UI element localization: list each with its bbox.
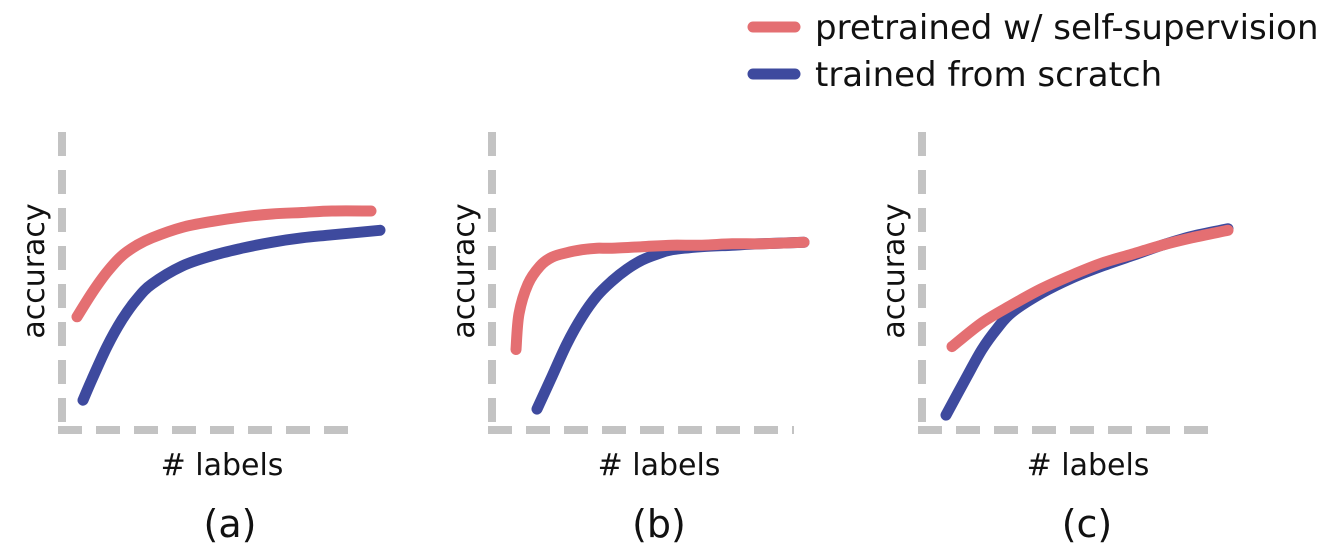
x-axis-label: # labels [598, 448, 721, 483]
legend-label-pretrained: pretrained w/ self-supervision [815, 8, 1319, 48]
y-axis-label: accuracy [877, 203, 912, 338]
y-axis-label: accuracy [17, 203, 52, 338]
x-axis-label: # labels [161, 448, 284, 483]
series-line-pretrained [946, 224, 1234, 353]
panel-b: accuracy # labels (b) [447, 132, 810, 546]
legend-label-scratch: trained from scratch [815, 55, 1162, 95]
legend: pretrained w/ self-supervision trained f… [747, 8, 1319, 95]
panel-label: (b) [632, 502, 686, 546]
panel-a: accuracy # labels (a) [17, 132, 386, 546]
series-line-pretrained [71, 205, 377, 323]
x-axis-label: # labels [1027, 448, 1150, 483]
series-line-scratch [531, 236, 810, 415]
series-line-scratch [77, 224, 386, 406]
y-axis-label: accuracy [447, 203, 482, 338]
series-line-pretrained [510, 236, 810, 355]
panel-label: (c) [1062, 502, 1113, 546]
panel-label: (a) [204, 502, 257, 546]
panel-c: accuracy # labels (c) [877, 132, 1234, 546]
